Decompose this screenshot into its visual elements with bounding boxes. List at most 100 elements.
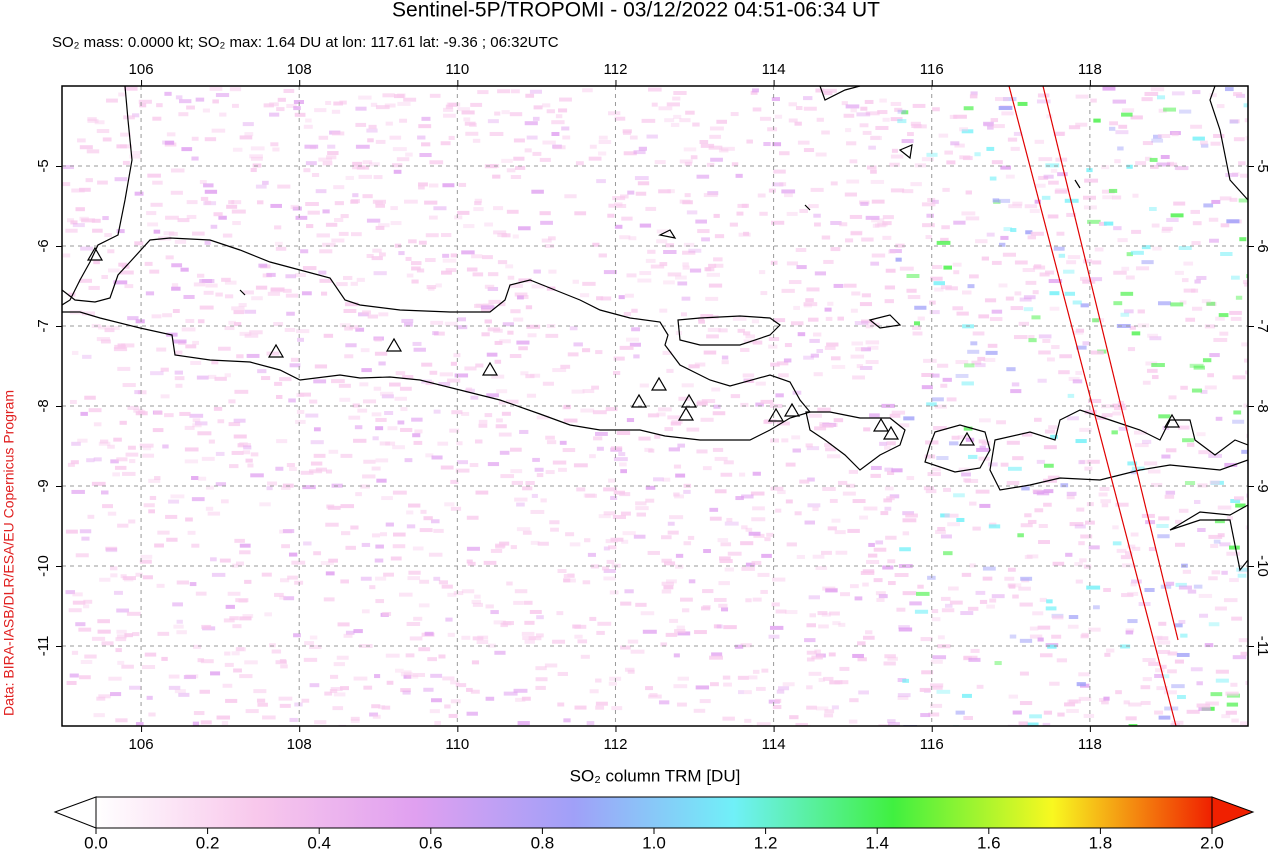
pixel: [526, 135, 538, 140]
tick-mark: [1248, 486, 1254, 487]
pixel: [674, 629, 686, 634]
pixel: [494, 359, 502, 364]
pixel: [1156, 686, 1168, 691]
pixel: [359, 644, 373, 649]
pixel: [624, 667, 635, 672]
pixel: [852, 375, 865, 380]
pixel: [1135, 266, 1150, 271]
pixel: [434, 720, 441, 725]
pixel: [759, 211, 768, 216]
pixel: [343, 633, 353, 638]
pixel: [934, 404, 947, 409]
pixel: [274, 592, 284, 597]
pixel: [882, 215, 894, 220]
pixel: [484, 319, 492, 324]
pixel: [799, 208, 809, 213]
pixel: [1083, 564, 1092, 569]
pixel: [1144, 156, 1152, 161]
pixel: [1141, 97, 1153, 102]
pixel: [168, 231, 178, 236]
pixel: [425, 233, 439, 238]
pixel: [807, 503, 821, 508]
pixel: [1025, 280, 1037, 285]
pixel: [420, 509, 427, 514]
pixel: [742, 373, 755, 378]
pixel: [117, 660, 125, 665]
pixel: [419, 153, 432, 158]
pixel: [595, 431, 608, 436]
pixel: [305, 118, 312, 123]
pixel: [772, 577, 786, 582]
pixel: [596, 630, 605, 635]
pixel: [702, 589, 714, 594]
pixel: [1126, 252, 1133, 257]
pixel: [870, 135, 881, 140]
pixel: [1037, 378, 1047, 383]
pixel: [608, 681, 618, 686]
pixel: [912, 331, 923, 336]
pixel: [228, 422, 241, 427]
pixel: [1215, 316, 1225, 321]
pixel: [511, 480, 523, 485]
pixel: [563, 578, 571, 583]
pixel: [773, 169, 786, 174]
pixel: [153, 410, 163, 415]
pixel: [413, 347, 426, 352]
pixel: [975, 363, 986, 368]
pixel: [830, 247, 841, 252]
pixel: [610, 537, 624, 542]
pixel: [1013, 131, 1023, 136]
pixel: [450, 479, 459, 484]
pixel: [645, 485, 656, 490]
pixel: [998, 242, 1006, 247]
pixel: [233, 668, 242, 673]
pixel: [1141, 260, 1154, 265]
pixel: [656, 229, 670, 234]
pixel: [806, 446, 820, 451]
x-tick-label: 110: [445, 61, 469, 78]
pixel: [1090, 350, 1104, 355]
pixel: [118, 92, 126, 97]
pixel: [1127, 347, 1136, 352]
pixel: [539, 211, 551, 216]
pixel: [234, 389, 249, 394]
pixel: [408, 570, 421, 575]
pixel: [68, 608, 82, 613]
pixel: [821, 130, 830, 135]
pixel: [251, 296, 263, 301]
pixel: [1186, 709, 1200, 714]
pixel: [723, 625, 737, 630]
pixel: [246, 353, 260, 358]
pixel: [369, 712, 379, 717]
pixel: [929, 300, 936, 305]
pixel: [709, 516, 722, 521]
pixel: [1029, 714, 1042, 719]
pixel: [108, 268, 120, 273]
pixel: [1125, 628, 1135, 633]
pixel: [96, 696, 106, 701]
pixel: [262, 715, 276, 720]
pixel: [806, 650, 817, 655]
pixel: [1018, 586, 1031, 591]
pixel: [555, 114, 563, 119]
pixel: [371, 533, 381, 538]
pixel: [750, 491, 765, 496]
pixel: [261, 572, 272, 577]
pixel: [635, 602, 647, 607]
tick-mark: [141, 80, 143, 86]
pixel: [823, 259, 834, 264]
pixel: [176, 619, 183, 624]
pixel: [995, 97, 1009, 102]
pixel: [371, 704, 381, 709]
pixel: [721, 146, 735, 151]
pixel: [645, 206, 657, 211]
pixel: [682, 262, 689, 267]
pixel: [215, 451, 225, 456]
pixel: [1101, 700, 1109, 705]
pixel: [149, 495, 157, 500]
pixel: [215, 482, 227, 487]
pixel: [897, 119, 907, 124]
pixel: [186, 105, 195, 110]
pixel: [1087, 459, 1100, 464]
pixel: [891, 468, 903, 473]
